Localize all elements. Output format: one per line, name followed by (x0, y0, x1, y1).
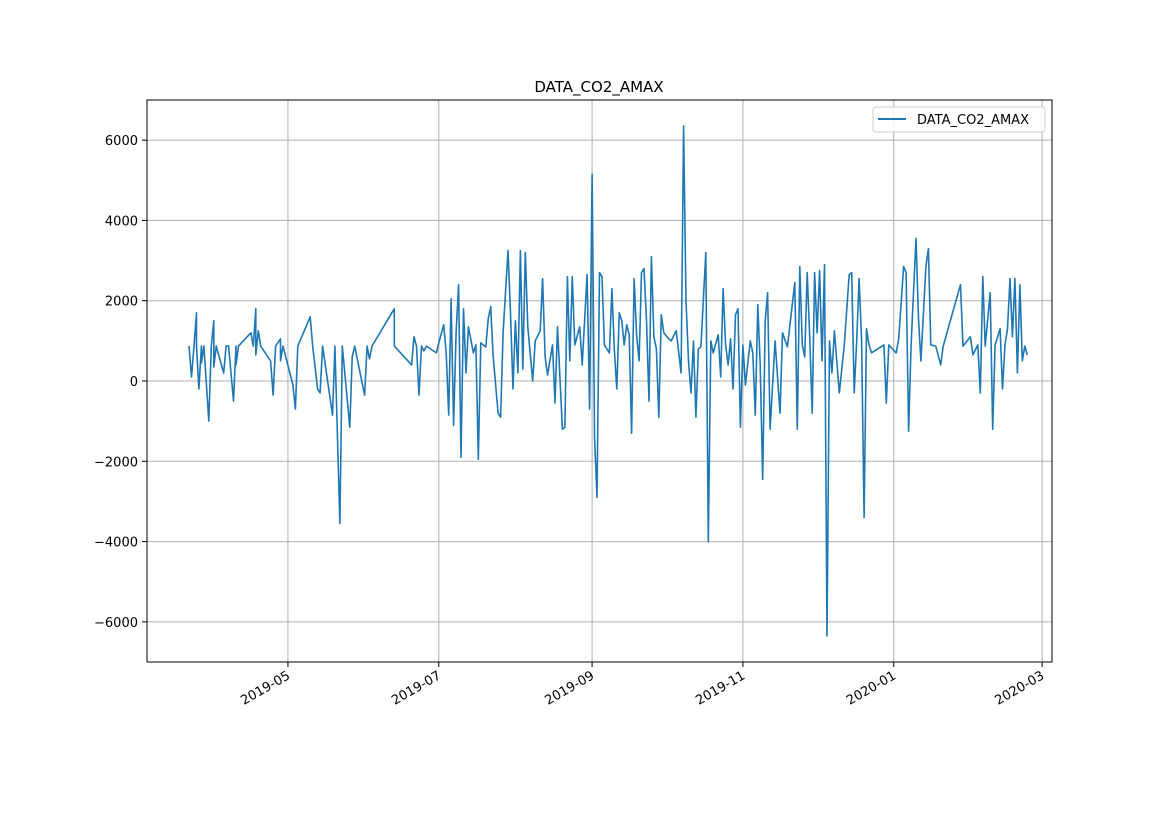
y-tick-label: 2000 (105, 295, 138, 310)
legend: DATA_CO2_AMAX (872, 106, 1046, 133)
y-tick-label: 6000 (105, 134, 138, 149)
legend-box (872, 106, 1046, 133)
y-tick-label: −6000 (94, 616, 138, 631)
series-layer (188, 125, 1029, 637)
y-tick-label: 0 (130, 375, 138, 390)
series-line-1 (188, 125, 1029, 637)
y-tick-label: −4000 (94, 536, 138, 551)
y-tick-label: 4000 (105, 214, 138, 229)
chart-title: DATA_CO2_AMAX (534, 78, 663, 97)
legend-label: DATA_CO2_AMAX (917, 113, 1029, 128)
y-tick-label: −2000 (94, 455, 138, 470)
y-axis: 6000 4000 2000 0 −2000 −4000 −6000 (94, 134, 147, 631)
